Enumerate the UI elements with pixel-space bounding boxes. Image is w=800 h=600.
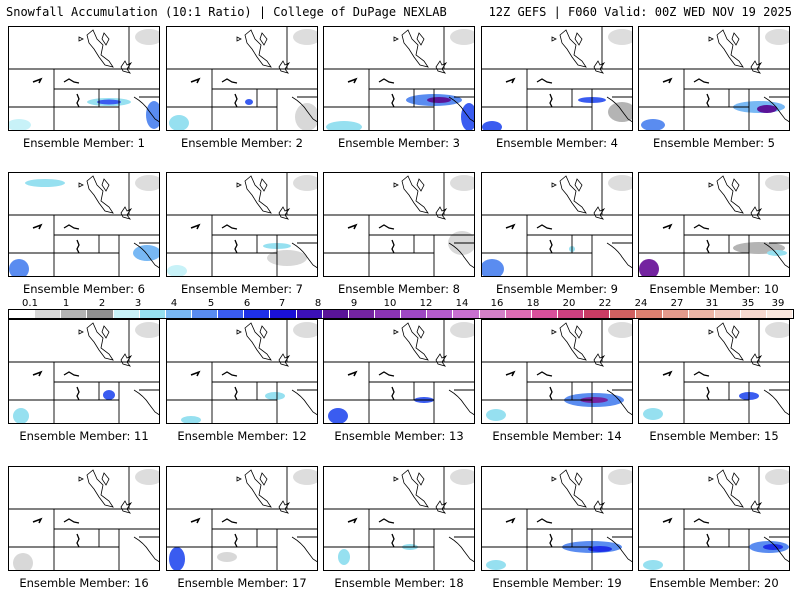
ensemble-member-caption: Ensemble Member: 20 xyxy=(649,576,779,590)
colorbar-swatch xyxy=(401,310,428,318)
colorbar-swatch xyxy=(296,310,323,318)
snowfall-map xyxy=(8,26,160,131)
colorbar-label: 4 xyxy=(170,298,178,309)
ensemble-member-caption: Ensemble Member: 9 xyxy=(496,282,618,296)
colorbar-swatch xyxy=(531,310,558,318)
colorbar-swatch xyxy=(348,310,375,318)
colorbar-swatch xyxy=(767,310,794,318)
snowfall-map xyxy=(638,466,790,571)
snowfall-map xyxy=(323,26,475,131)
snowfall-colorbar: 0.1 1 2 3 4 5 6 7 8 9 10 12 14 16 18 20 22 24 27 31 35 39 xyxy=(8,298,794,320)
colorbar-swatch xyxy=(714,310,741,318)
colorbar-label: 10 xyxy=(383,298,397,309)
ensemble-member-caption: Ensemble Member: 10 xyxy=(649,282,779,296)
ensemble-member-caption: Ensemble Member: 3 xyxy=(338,136,460,150)
colorbar-label: 24 xyxy=(634,298,648,309)
colorbar-label: 0.1 xyxy=(22,298,38,309)
snowfall-map xyxy=(638,172,790,277)
colorbar-label: 8 xyxy=(314,298,322,309)
colorbar-swatch xyxy=(322,310,349,318)
colorbar-label: 31 xyxy=(705,298,719,309)
ensemble-member-caption: Ensemble Member: 16 xyxy=(19,576,149,590)
colorbar-label: 7 xyxy=(278,298,286,309)
ensemble-member-caption: Ensemble Member: 15 xyxy=(649,429,779,443)
colorbar-swatch xyxy=(427,310,454,318)
colorbar-label: 22 xyxy=(598,298,612,309)
colorbar-label: 1 xyxy=(62,298,70,309)
ensemble-member-caption: Ensemble Member: 18 xyxy=(334,576,464,590)
snowfall-map xyxy=(323,172,475,277)
colorbar-label: 27 xyxy=(670,298,684,309)
ensemble-member-caption: Ensemble Member: 13 xyxy=(334,429,464,443)
colorbar-label: 18 xyxy=(526,298,540,309)
colorbar-swatches xyxy=(8,309,794,319)
colorbar-label: 12 xyxy=(419,298,433,309)
snowfall-map xyxy=(166,319,318,424)
colorbar-swatch xyxy=(479,310,506,318)
colorbar-label: 5 xyxy=(207,298,215,309)
snowfall-map xyxy=(481,466,633,571)
snowfall-map xyxy=(8,319,160,424)
snowfall-map xyxy=(323,466,475,571)
colorbar-labels: 0.1 1 2 3 4 5 6 7 8 9 10 12 14 16 18 20 22 24 27 31 35 39 xyxy=(8,298,792,309)
colorbar-swatch xyxy=(662,310,689,318)
colorbar-swatch xyxy=(636,310,663,318)
snowfall-map xyxy=(323,319,475,424)
colorbar-label: 20 xyxy=(562,298,576,309)
colorbar-swatch xyxy=(9,310,36,318)
ensemble-member-caption: Ensemble Member: 5 xyxy=(653,136,775,150)
ensemble-member-caption: Ensemble Member: 6 xyxy=(23,282,145,296)
colorbar-swatch xyxy=(113,310,140,318)
colorbar-swatch xyxy=(244,310,271,318)
title-right: 12Z GEFS | F060 Valid: 00Z WED NOV 19 20… xyxy=(488,5,792,19)
colorbar-swatch xyxy=(374,310,402,318)
colorbar-swatch xyxy=(218,310,245,318)
colorbar-label: 14 xyxy=(455,298,469,309)
colorbar-swatch xyxy=(35,310,62,318)
colorbar-swatch xyxy=(191,310,219,318)
snowfall-map xyxy=(481,319,633,424)
ensemble-member-caption: Ensemble Member: 12 xyxy=(177,429,307,443)
ensemble-member-caption: Ensemble Member: 11 xyxy=(19,429,149,443)
title-left: Snowfall Accumulation (10:1 Ratio) | Col… xyxy=(6,5,447,19)
ensemble-member-caption: Ensemble Member: 2 xyxy=(181,136,303,150)
snowfall-map xyxy=(166,466,318,571)
snowfall-map xyxy=(8,172,160,277)
colorbar-swatch xyxy=(557,310,585,318)
ensemble-member-caption: Ensemble Member: 8 xyxy=(338,282,460,296)
snowfall-map xyxy=(481,172,633,277)
snowfall-map xyxy=(481,26,633,131)
colorbar-swatch xyxy=(584,310,611,318)
ensemble-member-caption: Ensemble Member: 19 xyxy=(492,576,622,590)
colorbar-swatch xyxy=(87,310,114,318)
colorbar-swatch xyxy=(139,310,166,318)
colorbar-swatch xyxy=(165,310,192,318)
colorbar-label: 16 xyxy=(490,298,504,309)
ensemble-member-caption: Ensemble Member: 14 xyxy=(492,429,622,443)
colorbar-swatch xyxy=(270,310,297,318)
snowfall-map xyxy=(166,26,318,131)
colorbar-label: 3 xyxy=(134,298,142,309)
colorbar-swatch xyxy=(505,310,532,318)
snowfall-map xyxy=(638,319,790,424)
snowfall-map xyxy=(166,172,318,277)
colorbar-swatch xyxy=(688,310,715,318)
ensemble-member-caption: Ensemble Member: 4 xyxy=(496,136,618,150)
ensemble-member-caption: Ensemble Member: 17 xyxy=(177,576,307,590)
colorbar-label: 9 xyxy=(350,298,358,309)
colorbar-label: 35 xyxy=(741,298,755,309)
colorbar-swatch xyxy=(740,310,768,318)
colorbar-label: 6 xyxy=(243,298,251,309)
colorbar-label: 39 xyxy=(771,298,785,309)
colorbar-swatch xyxy=(61,310,88,318)
snowfall-map xyxy=(8,466,160,571)
colorbar-swatch xyxy=(453,310,480,318)
ensemble-member-caption: Ensemble Member: 7 xyxy=(181,282,303,296)
ensemble-member-caption: Ensemble Member: 1 xyxy=(23,136,145,150)
colorbar-label: 2 xyxy=(98,298,106,309)
snowfall-map xyxy=(638,26,790,131)
colorbar-swatch xyxy=(610,310,637,318)
